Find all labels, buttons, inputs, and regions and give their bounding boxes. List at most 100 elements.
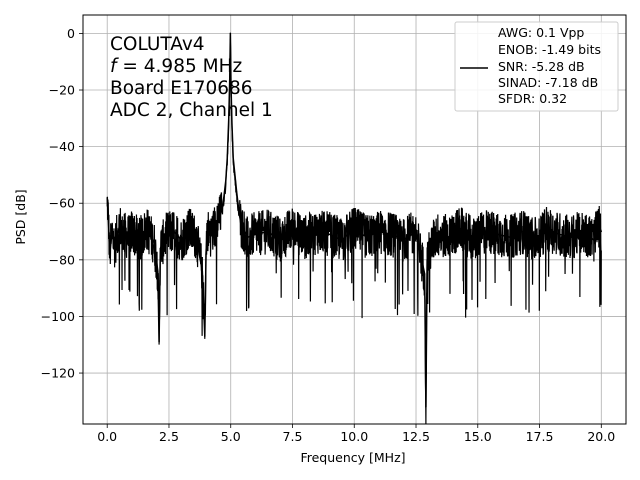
psd-data-point [131,230,133,233]
psd-data-point [204,335,206,337]
psd-data-point [459,228,462,230]
x-tick-label: 17.5 [526,429,554,444]
psd-data-point [254,233,257,235]
psd-data-point [291,228,294,230]
psd-data-point [236,191,238,193]
psd-data-point [435,233,437,235]
y-tick-label: −20 [49,83,75,98]
psd-noise-path [106,39,602,425]
psd-data-point [583,230,585,233]
psd-data-point [219,216,221,218]
psd-data-point [558,233,560,235]
y-axis-ticks: 0 −20 −40 −60 −80 −100 −120 [41,26,83,381]
psd-data-points [106,32,602,408]
psd-data-point [206,230,208,233]
psd-data-point [234,174,236,176]
psd-data-point [173,230,175,233]
x-tick-label: 0.0 [97,429,117,444]
y-tick-label: −80 [49,252,75,267]
legend: AWG: 0.1 Vpp ENOB: -1.49 bits SNR: -5.28… [454,21,619,112]
x-tick-label: 20.0 [587,429,615,444]
psd-data-point [593,239,595,241]
psd-data-point [424,273,426,275]
psd-data-point [279,239,281,241]
x-tick-label: 15.0 [464,429,492,444]
psd-data-point [546,228,548,230]
psd-data-point [353,228,355,230]
psd-data-point [232,157,234,159]
psd-data-point [138,239,140,241]
psd-data-point [118,225,121,227]
psd-data-point [230,83,232,85]
psd-data-point [159,247,161,250]
psd-data-point [304,236,306,238]
psd-data-point [533,239,536,241]
psd-data-point [205,253,207,255]
psd-data-point [267,230,269,233]
psd-data-point [447,236,449,238]
psd-data-point [201,270,203,272]
psd-data-point [111,230,113,233]
psd-data-point [521,230,523,233]
psd-data-point [571,236,573,238]
x-tick-label: 7.5 [283,429,303,444]
psd-data-point [157,270,159,272]
psd-data-point [390,233,392,235]
psd-data-point [180,239,182,241]
psd-data-point [231,123,233,125]
psd-data-point [109,253,111,255]
legend-text-snr: SNR: -5.28 dB [498,59,585,74]
annotation-line-1: COLUTAv4 [110,34,205,55]
psd-data-point [153,242,155,244]
psd-data-point [509,236,511,238]
x-tick-label: 10.0 [340,429,368,444]
psd-data-point [107,219,110,221]
annotation-line-3: Board E170686 [110,78,253,99]
y-tick-label: −100 [41,309,75,324]
psd-data-point [403,239,405,241]
psd-data-point [600,230,602,233]
x-tick-label: 5.0 [221,429,241,444]
psd-data-point [188,228,190,230]
psd-data-point [223,196,225,199]
psd-data-point [226,157,228,159]
psd-data-point [215,225,217,227]
psd-data-point [247,236,249,238]
psd-data-point [210,233,212,235]
psd-data-point [195,236,197,238]
psd-data-point [225,179,227,182]
psd-data-point [126,236,128,238]
y-tick-label: −40 [49,139,75,154]
x-tick-label: 12.5 [402,429,430,444]
psd-data-point [316,230,318,233]
psd-data-point [114,245,116,247]
psd-data-point [415,230,417,233]
legend-text-sinad: SINAD: -7.18 dB [498,75,598,90]
psd-data-point [425,406,427,408]
legend-text-awg: AWG: 0.1 Vpp [498,25,584,40]
psd-data-point [598,225,600,227]
psd-data-point [165,233,168,235]
psd-data-point [472,239,474,241]
psd-data-point [240,225,242,227]
psd-data-point [221,208,223,210]
psd-data-point [146,228,148,230]
psd-data-point [158,341,160,343]
x-tick-label: 2.5 [159,429,179,444]
psd-noise-trace [106,39,602,425]
psd-data-point [229,32,231,34]
legend-text-sfdr: SFDR: 0.32 [498,91,567,106]
annotation-line-4: ADC 2, Channel 1 [110,100,273,121]
psd-data-point [228,117,230,119]
chart-annotation: COLUTAv4 f = 4.985 MHz Board E170686 ADC… [110,34,273,121]
y-axis-label: PSD [dB] [13,189,28,244]
legend-text-enob: ENOB: -1.49 bits [498,42,601,57]
legend-box [454,21,619,112]
psd-data-point [328,233,331,235]
psd-data-point [238,208,240,210]
psd-data-point [426,259,428,261]
psd-data-point [341,239,343,241]
psd-data-point [106,196,108,199]
psd-data-point [243,230,245,233]
psd-data-point [496,233,499,235]
